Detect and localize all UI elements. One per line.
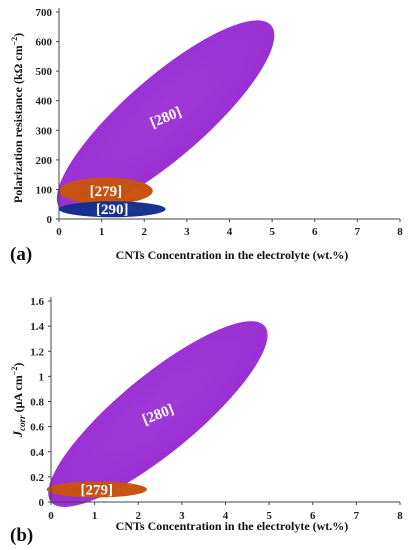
chart-a-svg: Polarization resistance (kΩ cm−2) CNTs C… [10,7,403,265]
chart-b-ytick-label: 1 [39,371,45,383]
region-279-ellipse [46,481,147,498]
chart-a-xtick-label: 0 [56,226,62,238]
chart-b-xtick-label: 4 [223,510,229,522]
chart-b-ytick-label: 1.2 [30,346,44,358]
chart-b-regions: [280][279] [46,321,268,507]
chart-a-ytick-label: 500 [36,66,53,78]
chart-b-xtick-label: 5 [266,510,272,522]
region-280-ellipse [48,321,268,507]
chart-a-xlabel: CNTs Concentration in the electrolyte (w… [116,248,349,262]
chart-b-xlabel: CNTs Concentration in the electrolyte (w… [116,519,349,533]
chart-a-xtick-label: 7 [355,226,361,238]
chart-b-ytick-label: 0.2 [30,472,44,484]
chart-a-ylabel: Polarization resistance (kΩ cm−2) [10,33,25,203]
chart-panel-b: Jcorr (μA cm−2) CNTs Concentration in th… [0,275,411,550]
chart-a-ytick-label: 700 [36,7,53,19]
chart-b-xtick-label: 8 [397,510,403,522]
chart-b-xtick-label: 1 [92,510,98,522]
chart-b-ylabel: Jcorr (μA cm−2) [10,363,27,439]
chart-a-regions: [280][279][290] [56,20,275,218]
chart-a-xtick-label: 4 [227,226,233,238]
chart-b-ytick-label: 0.4 [30,447,44,459]
chart-a-xtick-label: 1 [99,226,105,238]
region-279-ellipse [58,177,153,205]
chart-a-ytick-label: 0 [47,214,53,226]
region-279-label: [279] [90,184,123,200]
chart-a-ytick-label: 100 [36,184,53,196]
chart-b-xtick-label: 0 [48,510,54,522]
chart-b-xtick-label: 3 [179,510,185,522]
chart-b-ytick-label: 0 [39,497,45,509]
chart-a-panel-label: (a) [10,244,32,265]
chart-b-xtick-label: 6 [310,510,316,522]
chart-a-ytick-label: 600 [36,37,53,49]
chart-a-ytick-label: 300 [36,125,53,137]
chart-a-ytick-label: 400 [36,96,53,108]
chart-b-panel-label: (b) [10,525,33,546]
chart-b-xtick-label: 7 [354,510,360,522]
region-280-ellipse [56,20,275,214]
chart-panel-a: Polarization resistance (kΩ cm−2) CNTs C… [10,7,403,265]
chart-b-svg: Jcorr (μA cm−2) CNTs Concentration in th… [10,296,403,546]
chart-b-ytick-label: 0.6 [30,422,44,434]
chart-b-xtick-label: 2 [136,510,142,522]
chart-a-ytick-label: 200 [36,155,53,167]
region-290-ellipse [59,201,166,218]
chart-a-xtick-label: 8 [397,226,403,238]
region-279-label: [279] [81,482,114,498]
chart-a-xtick-label: 5 [269,226,275,238]
chart-b-ytick-label: 1.6 [30,296,44,308]
chart-a-xtick-label: 2 [142,226,148,238]
chart-b-ytick-label: 1.4 [30,321,44,333]
chart-a-xtick-label: 6 [312,226,318,238]
chart-b-ytick-label: 0.8 [30,397,44,409]
region-290-label: [290] [96,202,129,218]
chart-a-xtick-label: 3 [184,226,190,238]
